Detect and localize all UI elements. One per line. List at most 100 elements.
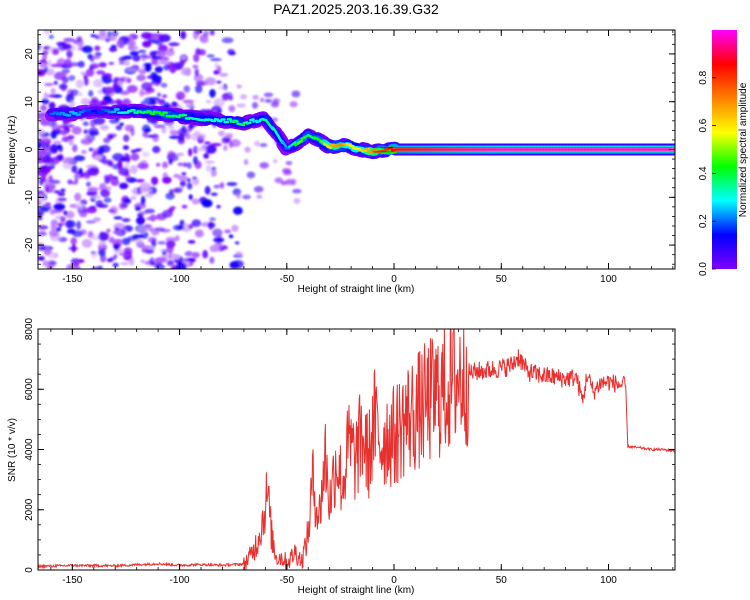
spectrogram-cell bbox=[61, 43, 72, 50]
spectrogram-ridge-segment bbox=[232, 119, 239, 123]
spectrogram-cell bbox=[83, 77, 89, 86]
spectrogram-cell bbox=[93, 116, 106, 125]
spectrogram-cell bbox=[80, 138, 93, 145]
spectrogram-cell bbox=[121, 218, 131, 223]
spectrogram-cell bbox=[162, 176, 172, 184]
spectrogram-cell bbox=[142, 40, 152, 48]
spectrogram-cell bbox=[123, 60, 131, 66]
spectrogram-cell bbox=[99, 100, 109, 107]
spectrogram-cell bbox=[43, 246, 52, 256]
spectrogram-cell bbox=[68, 124, 75, 128]
spectrogram-cell bbox=[155, 162, 161, 167]
spectrogram-cell bbox=[240, 94, 247, 100]
colorbar-tick-label: 0.6 bbox=[698, 118, 709, 132]
spectrogram-cell bbox=[231, 224, 239, 232]
spectrogram-cell bbox=[60, 129, 68, 136]
spectrogram-cell bbox=[120, 90, 130, 96]
spectrogram-cell bbox=[119, 77, 126, 82]
spectrogram-cell bbox=[88, 90, 94, 97]
spectrogram-cell bbox=[214, 62, 219, 69]
spectrogram-cell bbox=[153, 124, 166, 129]
spectrogram-cell bbox=[177, 104, 183, 109]
spectrogram-cell bbox=[168, 124, 175, 131]
spectrogram-cell bbox=[146, 216, 157, 221]
spectrogram-ridge-segment bbox=[368, 150, 374, 155]
spectrogram-cell bbox=[130, 153, 140, 161]
spectrogram-cell bbox=[51, 48, 60, 56]
spectrogram-cell bbox=[183, 85, 191, 93]
spectrogram-cell bbox=[53, 71, 66, 81]
spectrogram-cell bbox=[202, 249, 209, 259]
spectrogram-cell bbox=[201, 36, 209, 44]
spectrogram-cell bbox=[251, 102, 259, 109]
spectrogram-cell bbox=[73, 155, 86, 162]
spectrogram-cell bbox=[46, 143, 51, 152]
spectrogram-cell bbox=[83, 129, 88, 135]
spectrogram-cell bbox=[253, 185, 264, 193]
spectrogram-cell bbox=[209, 217, 216, 222]
spectrogram-cell bbox=[166, 244, 174, 254]
snr-x-tick-label: -50 bbox=[280, 575, 295, 586]
colorbar-tick-label: 0.8 bbox=[698, 70, 709, 84]
spectrogram-cell bbox=[61, 157, 74, 164]
spectrogram-cell bbox=[110, 178, 120, 186]
spectrogram-cell bbox=[116, 39, 124, 48]
spectrogram-cell bbox=[149, 51, 157, 57]
spectrogram-cell bbox=[106, 258, 113, 263]
spectrogram-cell bbox=[90, 195, 101, 200]
spectrogram-cell bbox=[88, 147, 94, 152]
snr-x-tick-label: 50 bbox=[496, 575, 508, 586]
spectrogram-cell bbox=[130, 195, 137, 200]
spectrogram-cell bbox=[151, 57, 159, 66]
spectrogram-cell bbox=[191, 198, 200, 205]
spectrogram-cell bbox=[168, 158, 173, 165]
spectrogram-cell bbox=[181, 55, 186, 60]
spectrogram-cell bbox=[50, 87, 56, 95]
spectrogram-cell bbox=[197, 133, 207, 140]
spectrogram-cell bbox=[218, 130, 225, 137]
spectrogram-cell bbox=[185, 102, 194, 109]
spectrogram-cell bbox=[70, 237, 78, 245]
spectrogram-ridge-segment bbox=[249, 118, 255, 122]
spectrogram-cell bbox=[209, 256, 215, 264]
spectrogram-cell bbox=[140, 259, 145, 264]
snr-x-tick-label: -150 bbox=[62, 575, 82, 586]
spectrogram-cell bbox=[254, 140, 260, 147]
spectrogram-cell bbox=[112, 83, 120, 88]
spectrogram-cell bbox=[118, 167, 130, 176]
spectrogram-cell bbox=[256, 194, 263, 199]
spectrogram-cell bbox=[172, 253, 181, 260]
spectrogram-cell bbox=[118, 182, 129, 190]
spectrogram-cell bbox=[52, 140, 62, 144]
spectrogram-cell bbox=[107, 134, 114, 140]
spectrogram-cell bbox=[139, 182, 152, 191]
spectrogram-cell bbox=[221, 93, 229, 101]
spectrogram-cell bbox=[97, 249, 106, 257]
colorbar-label: Normalized spectral amplitude bbox=[738, 82, 749, 217]
spectrogram-cell bbox=[206, 54, 215, 58]
spectrogram-cell bbox=[160, 82, 168, 88]
spectrogram-cell bbox=[38, 155, 45, 164]
spectrogram-cell bbox=[82, 121, 89, 127]
spectrogram-y-tick-label: 20 bbox=[24, 48, 35, 60]
colorbar-tick-label: 0.0 bbox=[698, 262, 709, 276]
spectrogram-cell bbox=[99, 232, 108, 242]
snr-x-axis-label: Height of straight line (km) bbox=[298, 585, 415, 596]
spectrogram-cell bbox=[104, 86, 115, 94]
spectrogram-cell bbox=[235, 251, 243, 256]
spectrogram-cell bbox=[71, 244, 76, 253]
spectrogram-cell bbox=[168, 42, 180, 47]
spectrogram-cell bbox=[181, 204, 188, 209]
spectrogram-cell bbox=[219, 182, 225, 189]
spectrogram-cell bbox=[66, 49, 73, 59]
spectrogram-cell bbox=[274, 177, 283, 184]
snr-x-axis: -150 -100 -50 0 50 100 bbox=[50, 329, 674, 586]
spectrogram-cell bbox=[144, 208, 156, 214]
spectrogram-cell bbox=[123, 134, 130, 143]
spectrogram-cell bbox=[98, 265, 103, 269]
spectrogram-noise-layer bbox=[38, 30, 302, 269]
spectrogram-cell bbox=[38, 200, 42, 206]
spectrogram-cell bbox=[38, 149, 48, 156]
spectrogram-cell bbox=[125, 68, 137, 72]
spectrogram-cell bbox=[103, 197, 112, 203]
